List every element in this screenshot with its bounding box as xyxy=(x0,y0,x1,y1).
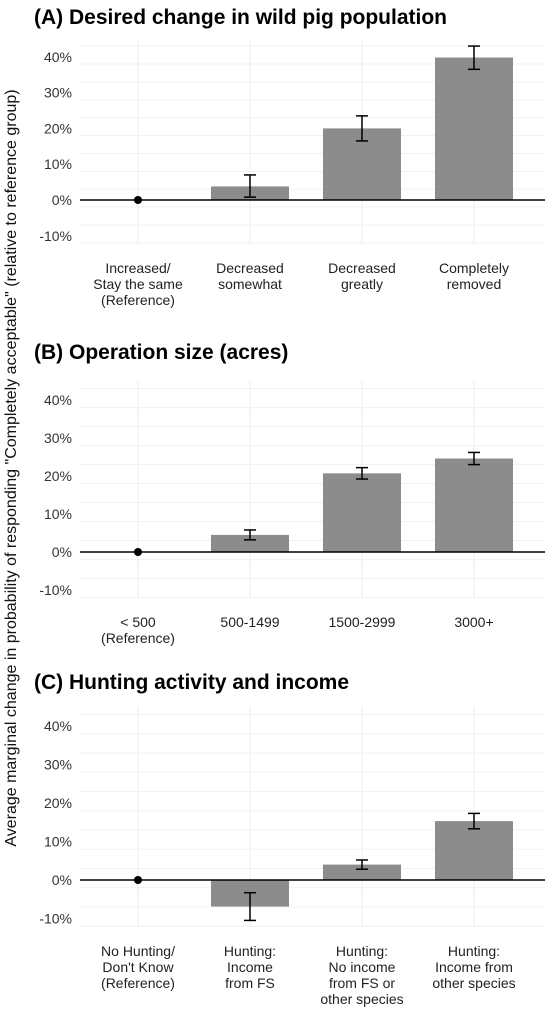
y-tick-label: 10% xyxy=(44,156,72,172)
bar xyxy=(323,473,401,552)
category-label: Decreased greatly xyxy=(328,260,396,292)
category-label: Hunting: Income from FS xyxy=(224,943,276,991)
category-label: Increased/Stay the same (Reference) xyxy=(93,260,183,308)
category-label-line: Hunting: xyxy=(224,943,276,959)
category-label: Hunting: No income from FS or other species xyxy=(320,943,403,1007)
category-label-line: from FS xyxy=(225,975,275,991)
y-tick-label: 20% xyxy=(44,120,72,136)
category-label-line: < 500 xyxy=(120,614,156,630)
category-label-line: (Reference) xyxy=(101,975,175,991)
category-label-line: Decreased xyxy=(328,260,396,276)
category-label: 1500-2999 xyxy=(329,614,396,630)
category-label-line: Don't Know xyxy=(102,959,174,975)
y-axis-label: Average marginal change in probability o… xyxy=(3,89,20,846)
y-tick-label: 30% xyxy=(44,85,72,101)
y-tick-label: 20% xyxy=(44,795,72,811)
error-bar xyxy=(244,529,256,541)
category-label: Decreased somewhat xyxy=(216,260,284,292)
error-bar xyxy=(468,45,480,71)
panel-title: (C) Hunting activity and income xyxy=(34,671,349,694)
y-tick-label: -10% xyxy=(39,582,72,598)
category-label: Completely removed xyxy=(439,260,509,292)
y-tick-label: 30% xyxy=(44,430,72,446)
category-label-line: other species xyxy=(320,991,403,1007)
error-bar xyxy=(356,466,368,480)
y-tick-label: 40% xyxy=(44,392,72,408)
error-bar xyxy=(244,891,256,922)
category-label-line: Income from xyxy=(435,959,513,975)
bar xyxy=(435,57,513,201)
category-label-line: Stay the same xyxy=(93,276,183,292)
category-label-line: Hunting: xyxy=(336,943,388,959)
error-bar xyxy=(468,451,480,466)
error-bar xyxy=(244,174,256,198)
y-tick-label: 0% xyxy=(52,872,72,888)
category-label-line: No income xyxy=(329,959,396,975)
category-label-line: 1500-2999 xyxy=(329,614,396,630)
y-tick-label: 10% xyxy=(44,506,72,522)
y-tick-label: 0% xyxy=(52,192,72,208)
category-label-line: greatly xyxy=(341,276,383,292)
category-label-line: somewhat xyxy=(218,276,282,292)
y-tick-label: -10% xyxy=(39,911,72,927)
category-label-line: 500-1499 xyxy=(220,614,279,630)
bar xyxy=(435,458,513,552)
y-tick-label: 30% xyxy=(44,757,72,773)
y-tick-label: 20% xyxy=(44,468,72,484)
category-label-line: (Reference) xyxy=(101,630,175,646)
chart-panel-3: (C) Hunting activity and income -10% 0% 10%… xyxy=(34,671,545,1007)
y-tick-label: 40% xyxy=(44,49,72,65)
panel-title: (A) Desired change in wild pig populatio… xyxy=(34,6,447,29)
y-tick-label: 10% xyxy=(44,834,72,850)
category-label: No Hunting/Don't Know (Reference) xyxy=(101,943,175,991)
category-label-line: (Reference) xyxy=(101,292,175,308)
category-label: 500-1499 xyxy=(220,614,279,630)
y-tick-label: -10% xyxy=(39,228,72,244)
category-label-line: No Hunting/ xyxy=(101,943,175,959)
bar xyxy=(435,821,513,880)
category-label-line: Hunting: xyxy=(448,943,500,959)
error-bar xyxy=(356,859,368,870)
category-label: < 500 (Reference) xyxy=(101,614,175,646)
category-label-line: removed xyxy=(447,276,501,292)
error-bar xyxy=(356,115,368,142)
category-label-line: other species xyxy=(432,975,515,991)
chart-panel-1: (A) Desired change in wild pig populatio… xyxy=(34,6,545,308)
bar xyxy=(211,534,289,552)
category-label: 3000+ xyxy=(454,614,493,630)
error-bar xyxy=(468,812,480,830)
category-label-line: Increased/ xyxy=(105,260,170,276)
category-label-line: 3000+ xyxy=(454,614,493,630)
category-label-line: Completely xyxy=(439,260,509,276)
category-label-line: Income xyxy=(227,959,273,975)
y-tick-label: 0% xyxy=(52,544,72,560)
y-tick-label: 40% xyxy=(44,718,72,734)
category-label-line: Decreased xyxy=(216,260,284,276)
chart-panel-2: (B) Operation size (acres) -10% 0% 10% 20% 30… xyxy=(34,341,545,646)
category-label-line: from FS or xyxy=(329,975,395,991)
category-label: Hunting: Income from other species xyxy=(432,943,515,991)
panel-title: (B) Operation size (acres) xyxy=(34,341,288,364)
bar xyxy=(323,864,401,880)
